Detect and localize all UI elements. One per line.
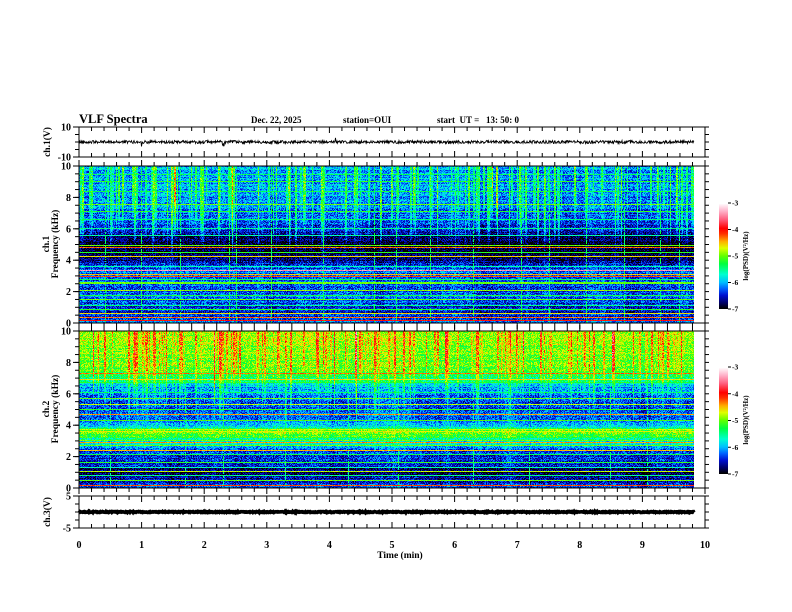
ch1-waveform-y-tick-label: -10 bbox=[58, 153, 71, 164]
x-tick-label: 8 bbox=[577, 540, 582, 551]
ch1-spectrogram-y-tick-label: 4 bbox=[66, 256, 71, 267]
ch1-spectrogram-frame bbox=[78, 165, 706, 324]
ch1-spectrogram-ylabel-channel: ch.1 bbox=[42, 235, 52, 252]
ch3-waveform-y-tick-label: -5 bbox=[63, 524, 71, 535]
ch2-spectrogram-ylabel-channel: ch.2 bbox=[42, 400, 52, 417]
chart-marks: -3-4-5-6-7-3-4-5-6-710-10024681002468105… bbox=[58, 123, 739, 552]
date-label: Dec. 22, 2025 bbox=[251, 115, 302, 125]
x-tick-label: 4 bbox=[327, 540, 332, 551]
ch1-spectrogram-y-tick-label: 10 bbox=[61, 162, 71, 173]
ch2-spectrogram-colorbar-tick-label: -3 bbox=[732, 363, 738, 372]
ch1-waveform-y-tick-label: 10 bbox=[61, 123, 71, 134]
ch3-waveform-y-tick-label: 5 bbox=[66, 492, 71, 503]
x-tick-label: 1 bbox=[139, 540, 144, 551]
ch1-waveform-series-line bbox=[78, 137, 695, 147]
ch1-voltage-ylabel: ch.1(V) bbox=[42, 127, 53, 157]
ch3-voltage-ylabel: ch.3(V) bbox=[42, 497, 53, 527]
ch2-spectrogram-colorbar-tick-label: -6 bbox=[732, 443, 738, 452]
ch2-spectrogram-colorbar-tick-label: -7 bbox=[732, 470, 738, 479]
ch1-spectrogram-y-tick-label: 6 bbox=[66, 224, 71, 235]
ch1-spectrogram-colorbar-tick-label: -3 bbox=[732, 199, 738, 208]
x-tick-label: 7 bbox=[515, 540, 520, 551]
ch2-spectrogram-frame bbox=[78, 330, 706, 489]
ch1-colorbar bbox=[719, 203, 728, 309]
ch2-spectrogram-y-tick-label: 8 bbox=[66, 358, 71, 369]
ch1-colorbar-label: log(PSD)(V²/Hz) bbox=[742, 231, 750, 281]
ch1-spectrogram-colorbar-tick-label: -7 bbox=[732, 305, 738, 314]
station-label: station=OUI bbox=[343, 115, 392, 125]
x-tick-label: 5 bbox=[390, 540, 395, 551]
x-tick-label: 6 bbox=[452, 540, 457, 551]
x-tick-label: 9 bbox=[640, 540, 645, 551]
ch2-spectrogram-y-tick-label: 4 bbox=[66, 421, 71, 432]
ch3-waveform-series-line bbox=[77, 508, 696, 516]
ch2-colorbar-label: log(PSD)(V²/Hz) bbox=[742, 395, 750, 445]
ch1-spectrogram-colorbar-tick-label: -5 bbox=[732, 252, 738, 261]
x-tick-label: 2 bbox=[202, 540, 207, 551]
x-tick-label: 0 bbox=[77, 540, 82, 551]
x-tick-label: 10 bbox=[700, 540, 710, 551]
start-time-label: start UT = 13: 50: 0 bbox=[437, 115, 519, 125]
ch1-spectrogram-colorbar-tick-label: -6 bbox=[732, 278, 738, 287]
ch2-spectrogram-y-tick-label: 10 bbox=[61, 327, 71, 338]
ch2-colorbar bbox=[719, 367, 728, 474]
ch1-spectrogram-y-tick-label: 2 bbox=[66, 287, 71, 298]
ch2-spectrogram-ylabel-frequency: Frequency (kHz) bbox=[50, 375, 61, 444]
ch2-spectrogram-colorbar-tick-label: -4 bbox=[732, 389, 738, 398]
ch2-spectrogram-heatmap bbox=[79, 331, 694, 488]
x-tick-label: 3 bbox=[264, 540, 269, 551]
figure-title: VLF Spectra bbox=[79, 112, 148, 126]
ch2-spectrogram-colorbar-tick-label: -5 bbox=[732, 416, 738, 425]
ch1-spectrogram-y-tick-label: 0 bbox=[66, 319, 71, 330]
ch1-spectrogram-y-tick-label: 8 bbox=[66, 193, 71, 204]
ch2-spectrogram-y-tick-label: 0 bbox=[66, 484, 71, 495]
ch2-spectrogram-y-tick-label: 6 bbox=[66, 389, 71, 400]
ch2-spectrogram-y-tick-label: 2 bbox=[66, 452, 71, 463]
x-axis-label: Time (min) bbox=[377, 550, 422, 561]
ch1-spectrogram-heatmap bbox=[79, 166, 694, 323]
ch1-spectrogram-ylabel-frequency: Frequency (kHz) bbox=[50, 210, 61, 279]
ch1-spectrogram-colorbar-tick-label: -4 bbox=[732, 225, 738, 234]
